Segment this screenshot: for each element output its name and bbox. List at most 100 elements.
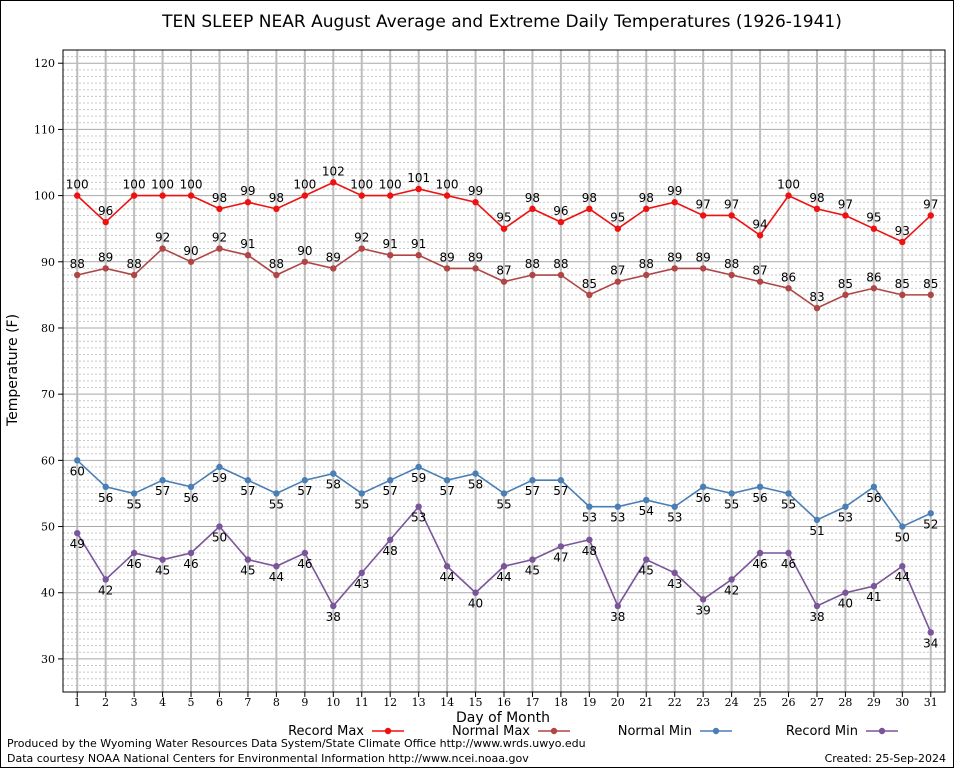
data-point [244,251,252,259]
data-point [130,549,138,557]
data-point [415,251,422,259]
data-point [671,199,678,206]
data-label: 89 [667,250,682,264]
data-point [130,490,138,497]
data-point [358,192,365,199]
data-label: 57 [155,484,170,498]
data-label: 100 [436,178,459,192]
data-label: 51 [809,524,824,538]
data-point [301,192,309,199]
x-tick-label: 16 [497,696,511,709]
x-tick-label: 29 [867,696,881,709]
data-label: 86 [866,270,881,284]
data-label: 45 [639,564,654,578]
data-point [699,212,707,219]
data-point [813,205,821,213]
data-label: 56 [752,491,767,505]
data-label: 57 [553,484,568,498]
x-tick-label: 9 [301,696,308,709]
data-label: 50 [895,531,910,545]
x-tick-label: 24 [725,696,739,709]
data-point [386,192,394,199]
data-point [927,510,934,517]
data-label: 53 [582,511,597,525]
data-point [785,192,792,199]
data-point [187,549,195,557]
y-axis-label: Temperature (F) [5,314,21,427]
data-point [500,278,508,285]
data-point [529,477,536,484]
data-label: 101 [407,171,430,185]
data-point [216,463,223,471]
data-label: 98 [525,191,540,205]
data-label: 56 [98,491,113,505]
data-point [813,516,821,524]
y-tick-label: 110 [34,123,55,136]
x-tick-label: 10 [326,696,340,709]
data-point [529,271,536,279]
data-point [728,576,735,583]
data-label: 95 [866,211,881,225]
data-label: 85 [895,277,910,291]
data-label: 60 [70,464,85,478]
data-label: 44 [895,570,910,584]
data-label: 38 [809,610,824,624]
y-tick-label: 80 [41,322,55,335]
series-normal-min: 60 56 55 57 56 59 57 55 57 58 55 57 59 57 58 55 57 57 53 53… [70,457,938,545]
data-label: 100 [379,178,402,192]
data-label: 57 [240,484,255,498]
data-label: 44 [439,570,454,584]
legend-marker [878,727,886,735]
data-point [130,192,138,199]
legend-marker [712,727,720,735]
data-point [159,556,166,563]
data-point [870,285,878,292]
data-label: 45 [240,564,255,578]
data-label: 49 [70,537,85,551]
data-label: 100 [151,178,174,192]
data-point [216,205,223,213]
data-point [443,563,451,570]
data-point [386,477,394,484]
data-point [415,463,422,471]
data-label: 88 [553,257,568,271]
data-point [216,523,223,530]
data-label: 55 [126,497,141,511]
data-label: 57 [439,484,454,498]
data-label: 43 [354,577,369,591]
data-point [671,503,678,510]
data-label: 96 [98,204,113,218]
data-point [586,536,593,543]
data-point [614,225,622,232]
data-label: 42 [98,583,113,597]
data-label: 56 [696,491,711,505]
data-point [586,503,593,510]
data-point [614,503,622,510]
x-tick-label: 22 [668,696,682,709]
data-point [842,291,849,299]
y-tick-label: 60 [41,454,55,467]
data-label: 88 [639,257,654,271]
data-label: 87 [496,264,511,278]
data-point [500,563,508,570]
data-label: 39 [696,603,711,617]
data-point [159,192,166,199]
data-point [74,192,81,199]
x-tick-label: 11 [355,696,369,709]
legend-label: Record Min [786,724,858,739]
data-label: 98 [212,191,227,205]
data-point [643,556,650,563]
data-label: 99 [667,184,682,198]
data-label: 98 [639,191,654,205]
chart-title: TEN SLEEP NEAR August Average and Extrem… [161,12,842,32]
data-label: 34 [923,636,938,650]
y-tick-label: 50 [41,521,55,534]
data-label: 53 [667,511,682,525]
data-label: 55 [269,497,284,511]
data-label: 50 [212,531,227,545]
data-point [330,602,337,610]
data-label: 55 [496,497,511,511]
produced-by-text: Produced by the Wyoming Water Resources … [7,737,586,750]
data-point [756,278,764,285]
